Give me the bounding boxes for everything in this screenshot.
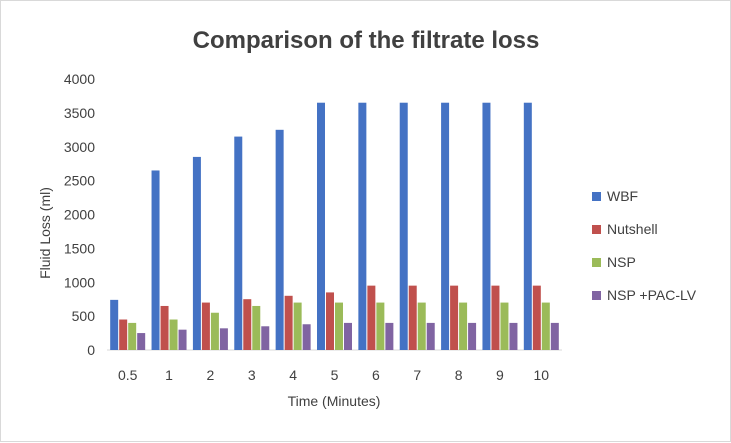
x-tick-label: 4 [289,367,297,383]
bar-nsp [417,302,426,350]
bar-nsp [376,302,385,350]
y-tick-label: 2000 [64,207,95,223]
y-tick-label: 500 [72,308,96,324]
y-axis-label: Fluid Loss (ml) [37,187,53,279]
bar-nsp-pac-lv [468,322,477,350]
legend-label: Nutshell [607,221,658,237]
bar-nutshell [326,292,334,350]
legend: WBF Nutshell NSP NSP +PAC-LV [592,188,697,303]
legend-label: NSP [607,254,636,270]
bar-nutshell [367,285,376,350]
bar-nsp-pac-lv [426,322,435,350]
bar-nutshell [160,305,169,350]
y-tick-label: 2500 [64,173,95,189]
bar-nutshell [491,285,500,350]
bar-wbf [482,102,491,351]
bar-nsp [335,302,343,350]
bar-wbf [275,129,284,350]
bar-nutshell [119,319,128,350]
bar-nsp-pac-lv [509,322,518,350]
legend-swatch [592,258,601,267]
chart-title: Comparison of the filtrate loss [193,27,540,54]
bar-nsp-pac-lv [344,322,352,350]
bar-nsp [169,319,178,350]
x-tick-label: 2 [207,367,215,383]
y-tick-label: 3500 [64,105,95,121]
x-tick-label: 1 [165,367,173,383]
bar-nsp [541,302,550,350]
bar-nsp [210,312,219,350]
bar-nutshell [243,299,252,350]
bars [110,102,559,351]
bar-nsp-pac-lv [137,333,146,350]
bar-wbf [317,102,325,351]
legend-label: NSP +PAC-LV [607,287,697,303]
x-tick-label: 6 [372,367,380,383]
bar-nutshell [284,295,293,350]
bar-nsp-pac-lv [219,328,228,350]
legend-swatch [592,291,601,300]
bar-wbf [192,156,201,350]
legend-label: WBF [607,188,638,204]
x-axis-label: Time (Minutes) [288,393,381,409]
bar-wbf [358,102,367,351]
bar-nsp-pac-lv [385,322,394,350]
bar-nsp [500,302,509,350]
x-tick-label: 5 [331,367,339,383]
bar-nsp-pac-lv [302,324,311,350]
x-tick-label: 8 [455,367,463,383]
y-tick-label: 1500 [64,240,95,256]
x-tick-label: 3 [248,367,256,383]
x-axis: 0.5 1 2 3 4 5 6 7 8 9 10 [118,367,549,383]
bar-nutshell [408,285,417,350]
bar-nutshell [450,285,459,350]
bar-wbf [151,170,160,350]
y-tick-label: 3000 [64,139,95,155]
y-tick-label: 4000 [64,71,95,87]
y-tick-label: 0 [87,342,95,358]
bar-wbf [110,299,119,350]
legend-swatch [592,225,601,234]
bar-nsp-pac-lv [261,326,270,350]
y-tick-label: 1000 [64,274,95,290]
x-tick-label: 0.5 [118,367,138,383]
bar-nsp-pac-lv [550,322,559,350]
bar-nutshell [201,302,210,350]
bar-wbf [523,102,532,351]
legend-swatch [592,192,601,201]
y-axis: 0 500 1000 1500 2000 2500 3000 3500 4000 [64,71,95,358]
bar-nsp [459,302,468,350]
x-tick-label: 7 [413,367,421,383]
bar-wbf [441,102,450,351]
bar-wbf [399,102,408,351]
bar-nsp-pac-lv [178,329,187,350]
x-tick-label: 9 [496,367,504,383]
x-tick-label: 10 [534,367,550,383]
bar-nsp [252,305,261,350]
bar-nsp [128,322,137,350]
bar-wbf [234,136,243,350]
bar-nsp [293,302,302,350]
bar-nutshell [532,285,541,350]
